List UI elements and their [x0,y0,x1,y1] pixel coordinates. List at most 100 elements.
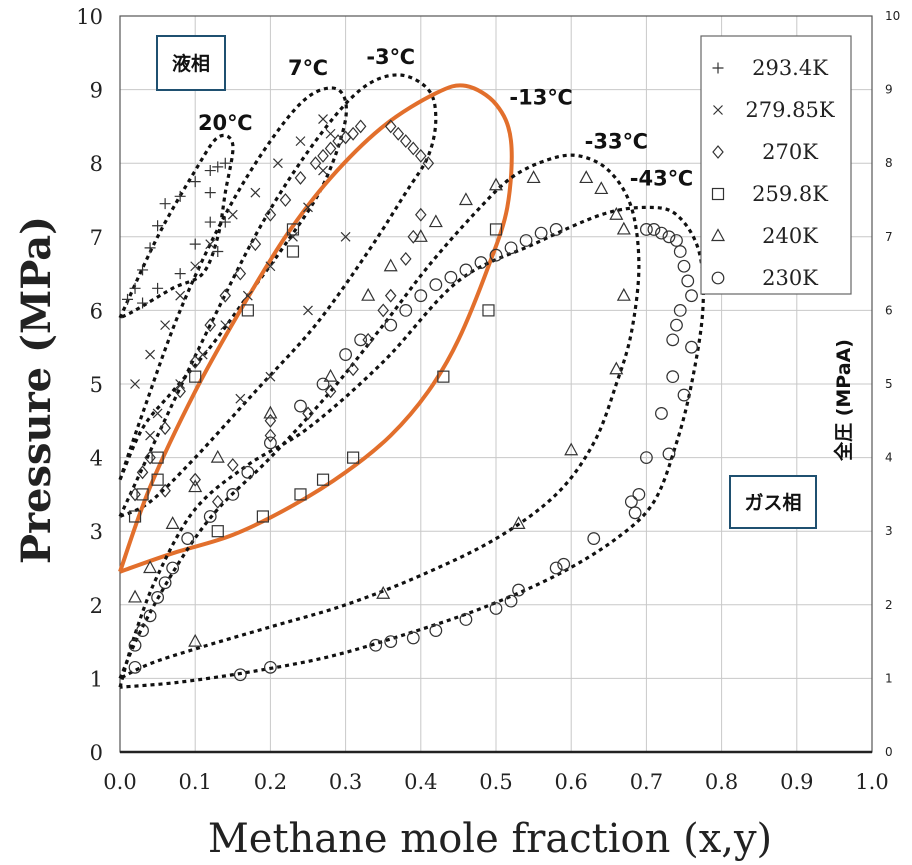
point-240K [413,229,428,242]
point-230K [474,256,488,269]
y-axis-label: Pressure (MPa) [13,216,60,564]
legend-label: 240K [762,224,818,248]
point-259.8K [489,223,503,236]
point-240K [526,170,541,184]
right-y-tick-label: 5 [885,377,893,391]
y-tick-label: 0 [90,741,103,765]
point-230K [628,506,642,520]
point-279.85K [197,349,208,360]
point-230K [158,576,172,590]
point-240K [323,368,338,382]
point-230K [444,270,458,284]
point-279.85K [205,239,216,250]
legend: 293.4K 279.85K 270K 259.8K 240K 230K [700,35,852,295]
point-230K [670,318,683,332]
point-259.8K [437,370,450,383]
point-240K [143,560,158,574]
point-230K [504,594,518,608]
point-240K [488,177,504,191]
point-293.4K [204,216,216,228]
point-230K [339,348,353,361]
point-230K [662,230,676,244]
point-270K [324,384,337,399]
legend-label: 270K [762,140,818,164]
x-tick-labels: 0.0 0.1 0.2 0.3 0.4 0.5 0.6 0.7 0.8 0.9 1.0 [103,770,888,794]
point-230K [241,465,255,479]
point-240K [383,258,398,272]
point-279.85K [152,408,163,419]
point-270K [159,483,171,498]
point-293.4K [137,297,149,309]
point-279.85K [340,231,351,242]
point-230K [429,278,443,292]
point-240K [428,214,443,228]
point-259.8K [189,370,202,383]
point-230K [489,602,503,615]
point-230K [489,248,503,262]
point-270K [324,141,337,156]
point-230K [624,495,638,509]
point-270K [204,318,217,333]
point-279.85K [190,261,201,272]
point-270K [377,303,389,318]
point-270K [264,413,277,428]
right-y-tick-label: 0 [885,745,893,759]
point-270K [309,156,322,171]
point-240K [188,633,203,647]
point-293.4K [204,165,216,177]
x-axis-label: Methane mole fraction (x,y) [208,816,772,862]
point-270K [264,428,277,443]
point-240K [210,449,225,463]
point-270K [294,170,307,185]
point-240K [128,589,143,603]
point-230K [685,340,698,354]
point-279.85K [220,320,231,331]
legend-marker-triangle [710,228,726,242]
legend-label: 293.4K [752,56,828,80]
point-240K [511,516,526,529]
point-240K [376,586,391,599]
x-tick-label: 0.9 [780,770,813,794]
point-230K [264,660,277,674]
point-270K [211,494,224,509]
legend-marker-square [711,187,725,201]
point-270K [407,141,420,156]
point-230K [294,399,307,413]
point-259.8K [286,245,300,258]
temperature-label: 20℃ [198,111,253,135]
point-230K [587,532,601,545]
y-tick-label: 6 [90,299,103,323]
gas-phase-label: ガス相 [744,492,801,514]
point-230K [166,561,180,575]
x-tick-label: 0.7 [630,770,663,794]
data-points [122,114,698,682]
point-230K [151,591,165,604]
point-279.85K [130,379,140,389]
point-230K [685,289,698,303]
point-230K [354,333,368,347]
right-y-tick-labels: 0 1 2 3 4 5 6 7 8 9 10 [885,9,900,759]
point-230K [128,660,142,674]
point-230K [459,613,473,626]
point-270K [384,288,397,303]
temperature-label: -13℃ [509,85,572,109]
point-240K [594,181,609,195]
point-259.8K [347,451,360,464]
point-259.8K [286,223,300,236]
point-293.4K [152,282,164,294]
liquid-phase-box: 液相 [156,35,226,91]
point-279.85K [227,209,238,220]
point-270K [384,119,397,134]
legend-label: 259.8K [752,182,828,206]
temperature-label: 7℃ [288,56,328,80]
point-270K [347,126,359,141]
point-230K [181,532,195,545]
point-279.85K [145,430,156,441]
point-230K [662,447,676,461]
legend-label: 279.85K [745,98,834,122]
point-293.4K [159,198,171,210]
right-y-tick-label: 9 [885,83,893,97]
point-279.85K [318,114,328,124]
point-270K [189,472,201,487]
point-270K [227,458,239,472]
